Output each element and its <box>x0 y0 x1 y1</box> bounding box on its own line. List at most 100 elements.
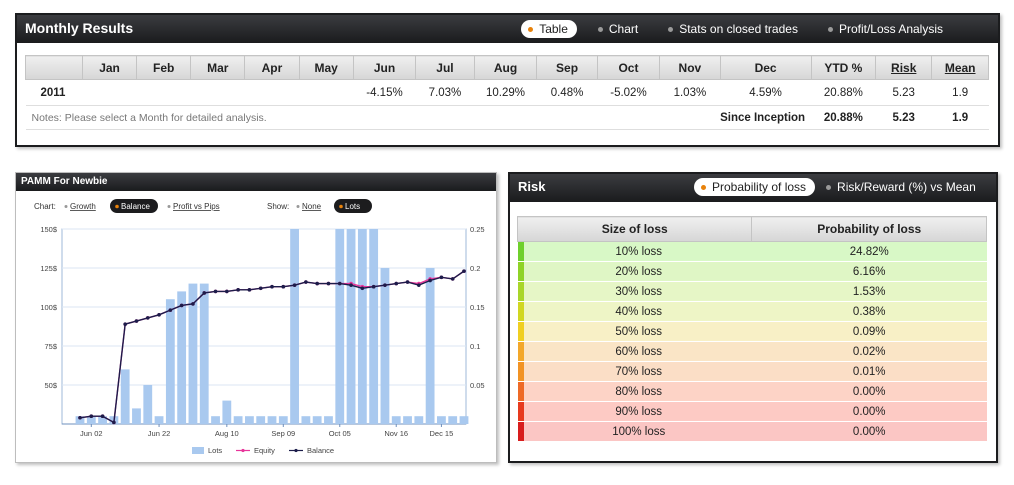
table-row: 70% loss 0.01% <box>517 361 987 382</box>
loss-size-cell: 20% loss <box>517 261 752 282</box>
lots-bar <box>98 416 107 424</box>
loss-size-cell: 70% loss <box>517 361 752 382</box>
loss-size-cell: 30% loss <box>517 281 752 302</box>
col-header-nov[interactable]: Nov <box>659 55 721 80</box>
lots-bar <box>414 416 424 424</box>
show-option-none[interactable]: None <box>302 202 322 211</box>
cell-nov[interactable]: 1.03% <box>659 79 721 106</box>
cell-ytd: 20.88% <box>811 79 876 106</box>
lots-bar <box>346 229 356 424</box>
table-row: 10% loss 24.82% <box>517 241 987 262</box>
col-header-ytd: YTD % <box>810 55 877 80</box>
tab-probability-of-loss[interactable]: Probability of loss <box>694 178 816 196</box>
col-header-jul[interactable]: Jul <box>415 55 475 80</box>
risk-level-indicator <box>517 302 524 321</box>
cell-dec[interactable]: 4.59% <box>720 79 812 106</box>
tab-dot-icon <box>826 184 832 190</box>
balance-point <box>281 284 286 289</box>
balance-point <box>315 281 319 286</box>
col-header-year <box>25 55 83 80</box>
balance-point <box>123 322 127 326</box>
balance-point <box>225 289 229 294</box>
balance-point <box>134 319 139 323</box>
lots-bar <box>245 416 254 424</box>
balance-point <box>394 281 399 286</box>
tab-chart-label: Chart <box>608 22 639 36</box>
risk-level-indicator <box>517 322 524 341</box>
tab-stats-label: Stats on closed trades <box>679 22 798 36</box>
balance-point <box>100 414 105 418</box>
risk-title: Risk <box>518 179 546 194</box>
balance-point <box>258 286 263 291</box>
col-header-jan[interactable]: Jan <box>81 55 138 80</box>
show-option-lots[interactable]: Lots <box>345 202 360 211</box>
tab-dot-icon <box>701 184 706 190</box>
tab-stats-closed-trades[interactable]: Stats on closed trades <box>661 20 807 38</box>
table-row: 30% loss 1.53% <box>517 281 987 302</box>
col-header-feb[interactable]: Feb <box>136 55 192 80</box>
tab-chart[interactable]: Chart <box>591 20 647 38</box>
col-header-may[interactable]: May <box>298 55 354 80</box>
balance-point <box>202 291 207 295</box>
risk-level-indicator <box>517 342 524 361</box>
chart-option-balance-pill[interactable] <box>110 199 158 213</box>
risk-level-indicator <box>517 242 524 261</box>
x-tick-label: Dec 15 <box>430 429 454 438</box>
col-header-sep[interactable]: Sep <box>536 55 598 80</box>
cell-jul[interactable]: 7.03% <box>415 79 475 106</box>
monthly-results-header: Monthly Results Table Chart Stats on clo… <box>17 15 998 43</box>
tab-profit-loss-analysis[interactable]: Profit/Loss Analysis <box>821 20 952 38</box>
table-row: 80% loss 0.00% <box>517 381 987 402</box>
loss-size-cell: 50% loss <box>517 321 752 342</box>
chart-option-balance[interactable]: Balance <box>121 202 150 211</box>
show-option-lots-pill[interactable] <box>334 199 372 213</box>
since-inception-ytd: 20.88% <box>811 105 876 130</box>
lots-bar <box>312 416 322 424</box>
tab-dot-icon <box>528 26 534 32</box>
table-row: 90% loss 0.00% <box>517 401 987 422</box>
col-header-risk[interactable]: Risk <box>875 55 933 80</box>
y-right-tick-label: 0.2 <box>470 264 480 273</box>
chart-option-profit-vs-pips[interactable]: Profit vs Pips <box>173 202 220 211</box>
col-header-mean[interactable]: Mean <box>931 55 989 80</box>
tab-table[interactable]: Table <box>521 20 577 38</box>
lots-bar <box>199 283 209 424</box>
loss-size-label: 50% loss <box>615 325 663 338</box>
notes-text: Notes: Please select a Month for detaile… <box>25 105 721 130</box>
lots-bar <box>267 416 277 424</box>
axis-labels: 50$ 75$ 100$ 125$ 150$ 0.05 0.1 0.15 0.2 0.25 Jun … <box>40 225 484 438</box>
cell-oct[interactable]: -5.02% <box>597 79 660 106</box>
tab-dot-icon <box>827 26 833 32</box>
col-header-aug[interactable]: Aug <box>473 55 538 80</box>
lots-bar <box>233 416 243 424</box>
y-right-tick-label: 0.05 <box>470 381 485 390</box>
cell-sep[interactable]: 0.48% <box>536 79 598 106</box>
col-header-probability: Probability of loss <box>751 216 987 242</box>
monthly-results-table: Jan Feb Mar Apr May Jun Jul Aug Sep Oct … <box>25 55 989 130</box>
lots-bar <box>324 416 333 424</box>
lots-bar <box>369 229 379 424</box>
notes-row: Notes: Please select a Month for detaile… <box>25 105 989 130</box>
lots-bars <box>75 229 469 424</box>
table-row-2011[interactable]: 2011 -4.15% 7.03% 10.29% 0.48% -5.02% 1.… <box>25 79 989 106</box>
table-row: 20% loss 6.16% <box>517 261 987 282</box>
balance-point <box>247 288 252 292</box>
risk-level-indicator <box>517 402 524 421</box>
balance-point <box>349 283 353 287</box>
risk-table: Size of loss Probability of loss 10% los… <box>516 216 987 442</box>
lots-bar <box>278 416 288 424</box>
tab-dot-icon <box>668 26 674 32</box>
col-header-apr[interactable]: Apr <box>244 55 300 80</box>
tab-risk-reward[interactable]: Risk/Reward (%) vs Mean <box>819 178 985 196</box>
col-header-oct[interactable]: Oct <box>596 55 661 80</box>
chart-option-growth[interactable]: Growth <box>70 202 96 211</box>
col-header-mar[interactable]: Mar <box>190 55 246 80</box>
cell-aug[interactable]: 10.29% <box>474 79 537 106</box>
col-header-jun[interactable]: Jun <box>352 55 417 80</box>
bullet-icon <box>296 205 300 208</box>
cell-jun[interactable]: -4.15% <box>353 79 416 106</box>
lots-bar <box>256 416 266 424</box>
lots-bar <box>357 229 367 424</box>
col-header-dec[interactable]: Dec <box>719 55 812 80</box>
pamm-title: PAMM For Newbie <box>16 173 496 191</box>
